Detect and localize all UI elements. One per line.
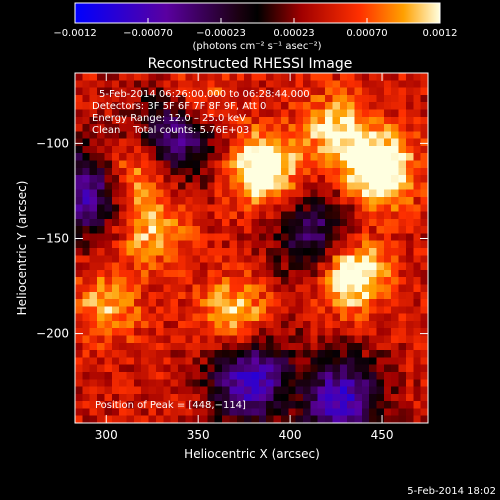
colorbar-tick-label: −0.0012 — [53, 28, 96, 39]
colorbar-tick-label: −0.00023 — [196, 28, 246, 39]
x-tick-label: 400 — [279, 428, 302, 442]
y-tick-label: −150 — [36, 231, 69, 245]
colorbar-ticks: −0.0012 −0.00070 −0.00023 0.00023 0.00070 0.0… — [53, 18, 458, 39]
axis-ticks: 300 350 400 450 −100 −150 −200 — [36, 73, 428, 442]
colorbar — [74, 2, 441, 24]
x-tick-label: 450 — [371, 428, 394, 442]
y-tick-label: −200 — [36, 327, 69, 341]
colorbar-tick-label: 0.00070 — [346, 28, 387, 39]
y-tick-label: −100 — [36, 136, 69, 150]
colorbar-tick-label: −0.00070 — [123, 28, 173, 39]
colorbar-tick-label: 0.00023 — [273, 28, 314, 39]
colorbar-tick-label: 0.0012 — [423, 28, 458, 39]
annotation-peak: Position of Peak = [448,−114] — [95, 400, 246, 411]
annotation-time-range: 5-Feb-2014 06:26:00.000 to 06:28:44.000 — [99, 89, 310, 100]
heatmap-image — [75, 73, 428, 423]
y-axis-label: Heliocentric Y (arcsec) — [15, 181, 29, 316]
x-tick-label: 300 — [95, 428, 118, 442]
annotation-energy: Energy Range: 12.0 – 25.0 keV — [92, 113, 246, 124]
annotation-detectors: Detectors: 3F 5F 6F 7F 8F 9F, Att 0 — [92, 101, 266, 112]
x-axis-label: Heliocentric X (arcsec) — [184, 447, 320, 461]
plot-area: 300 350 400 450 −100 −150 −200 — [36, 72, 429, 442]
annotation-clean: Clean Total counts: 5.76E+03 — [92, 125, 249, 136]
x-tick-label: 350 — [187, 428, 210, 442]
plot-frame — [74, 72, 429, 424]
chart-title: Reconstructed RHESSI Image — [148, 56, 353, 72]
footer-timestamp: 5-Feb-2014 18:02 — [407, 486, 496, 497]
colorbar-unit-label: (photons cm⁻² s⁻¹ asec⁻²) — [192, 41, 321, 52]
